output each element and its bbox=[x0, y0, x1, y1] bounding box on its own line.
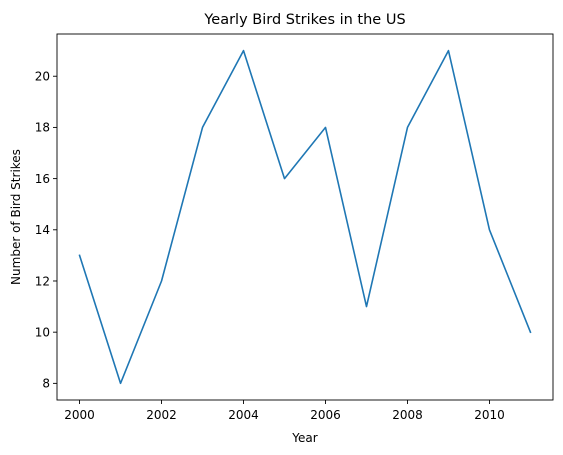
y-tick-label: 12 bbox=[35, 274, 50, 288]
y-tick-label: 8 bbox=[42, 377, 50, 391]
y-axis-ticks: 8 10 12 14 16 18 20 bbox=[35, 70, 57, 391]
x-tick-label: 2008 bbox=[392, 408, 423, 422]
plot-area-frame bbox=[56, 33, 554, 401]
y-tick-label: 16 bbox=[35, 172, 50, 186]
x-tick-label: 2000 bbox=[64, 408, 95, 422]
chart-title: Yearly Bird Strikes in the US bbox=[203, 12, 405, 28]
y-tick-label: 14 bbox=[35, 223, 50, 237]
y-tick-label: 20 bbox=[35, 70, 50, 84]
series-line bbox=[78, 49, 532, 385]
y-tick-label: 18 bbox=[35, 121, 50, 135]
x-tick-label: 2006 bbox=[310, 408, 341, 422]
x-tick-label: 2010 bbox=[474, 408, 505, 422]
y-tick-label: 10 bbox=[35, 325, 50, 339]
x-axis-ticks: 2000 2002 2004 2006 2008 2010 bbox=[64, 400, 505, 422]
x-tick-label: 2002 bbox=[146, 408, 177, 422]
y-axis-label: Number of Bird Strikes bbox=[9, 149, 23, 285]
x-axis-label: Year bbox=[291, 431, 317, 445]
x-tick-label: 2004 bbox=[228, 408, 259, 422]
